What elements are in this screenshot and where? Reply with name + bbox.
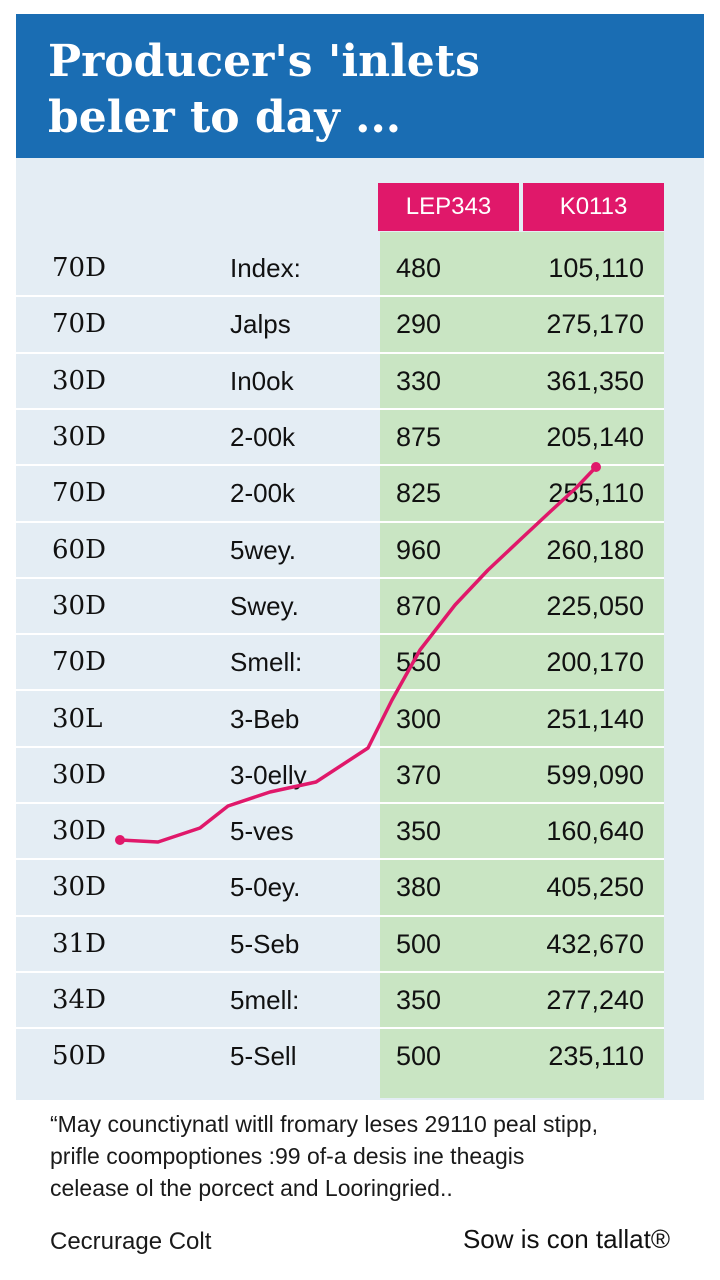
row-value-lep343: 870 [396,590,442,621]
row-value-lep343: 350 [396,985,442,1016]
row-code: 30D [52,422,106,453]
row-value-lep343: 875 [396,422,442,453]
row-name: 5-Sell [230,1041,297,1072]
row-value-k0113: 361,350 [546,365,644,396]
row-divider [16,576,664,579]
row-name: 5-0ey. [230,872,301,903]
row-divider [16,464,664,467]
row-value-lep343: 480 [396,253,442,284]
row-value-lep343: 370 [396,759,442,790]
row-name: Jalps [230,309,291,340]
row-code: 30D [52,759,106,790]
trend-line [118,465,598,844]
row-code: 30D [52,872,106,903]
row-name: Index: [230,253,301,284]
row-value-k0113: 599,090 [546,759,644,790]
row-value-k0113: 205,140 [546,422,644,453]
row-divider [16,858,664,861]
row-code: 60D [52,534,106,565]
row-code: 30L [52,703,103,734]
row-divider [16,970,664,973]
row-name: 5-Seb [230,928,300,959]
row-value-lep343: 330 [396,365,442,396]
row-code: 30D [52,365,106,396]
row-divider [16,295,664,298]
row-divider [16,745,664,748]
row-value-k0113: 405,250 [546,872,644,903]
footer-source: Cecrurage Colt [50,1228,212,1255]
row-divider [16,633,664,636]
row-value-k0113: 200,170 [546,647,644,678]
row-value-lep343: 290 [396,309,442,340]
row-value-lep343: 500 [396,1041,442,1072]
row-code: 70D [52,309,106,340]
row-code: 50D [52,1041,106,1072]
row-code: 70D [52,253,106,284]
row-value-k0113: 432,670 [546,928,644,959]
trend-line-end-dot [591,462,601,472]
row-name: 5-ves [230,816,294,847]
row-value-lep343: 960 [396,534,442,565]
row-value-k0113: 260,180 [546,534,644,565]
row-name: 2-00k [230,422,296,453]
row-value-k0113: 160,640 [546,816,644,847]
column-header-lep343: LEP343 [378,183,519,231]
row-code: 70D [52,647,106,678]
row-divider [16,802,664,804]
value-columns-background [380,232,664,1098]
row-name: 3-Beb [230,703,300,734]
row-divider [16,520,664,523]
column-header-k0113: K0113 [523,183,664,231]
header-banner: Producer's 'inlets beler to day ... [16,14,704,158]
row-divider [16,351,664,354]
row-name: 2-00k [230,478,296,509]
footnote-text: “May counctiynatl witll fromary leses 29… [50,1111,598,1201]
row-divider [16,689,664,692]
row-name: Swey. [230,590,299,621]
row-value-lep343: 350 [396,816,442,847]
row-value-k0113: 105,110 [548,253,644,284]
row-code: 34D [52,985,106,1016]
row-divider [16,1027,664,1030]
row-code: 70D [52,478,106,509]
footer-credit: Sow is con tallat® [462,1224,670,1254]
row-value-lep343: 380 [396,872,442,903]
row-value-k0113: 275,170 [546,309,644,340]
row-name: 5wey. [230,534,296,565]
row-code: 30D [52,590,106,621]
row-code: 31D [52,928,106,959]
row-name: In0ok [230,365,294,396]
row-value-k0113: 235,110 [548,1041,644,1072]
row-divider [16,914,664,917]
row-name: Smell: [230,647,303,678]
row-name: 5mell: [230,985,300,1016]
row-divider [16,407,664,410]
row-value-lep343: 300 [396,703,442,734]
row-code: 30D [52,816,106,847]
row-value-lep343: 825 [396,478,442,509]
row-value-k0113: 225,050 [546,590,644,621]
row-value-k0113: 251,140 [546,703,644,734]
page-title: Producer's 'inlets beler to day ... [48,36,480,143]
row-value-k0113: 277,240 [546,985,644,1016]
row-name: 3-0elly [230,759,307,790]
trend-line-start-dot [115,835,125,845]
row-value-lep343: 500 [396,928,442,959]
row-value-k0113: 255,110 [548,478,644,509]
